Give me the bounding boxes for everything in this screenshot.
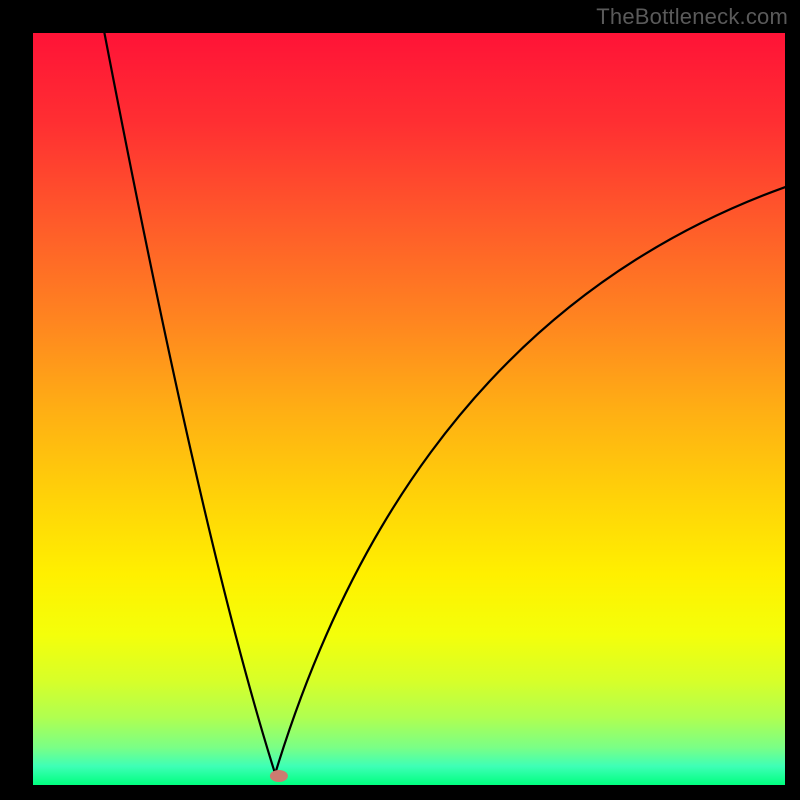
watermark-text: TheBottleneck.com [596,4,788,30]
curve-layer [33,33,785,785]
plot-area [33,33,785,785]
chart-frame: TheBottleneck.com [0,0,800,800]
apex-marker [270,770,288,782]
bottleneck-curve [104,33,785,774]
